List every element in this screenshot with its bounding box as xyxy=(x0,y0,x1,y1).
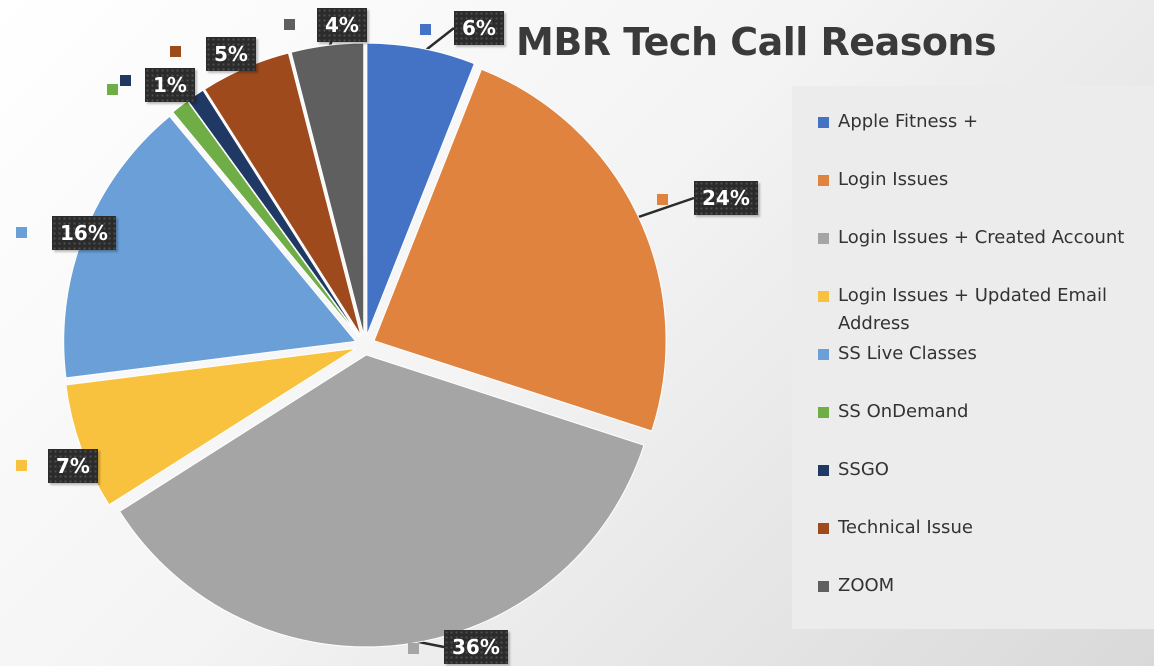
data-label-zoom: 4% xyxy=(317,8,367,42)
data-label-apple-fitness: 6% xyxy=(454,11,504,45)
label-key-login-issues xyxy=(657,194,668,205)
slice-zoom xyxy=(290,42,365,336)
data-label-ssgo: 1% xyxy=(145,68,195,102)
label-key-technical-issue xyxy=(170,46,181,57)
legend: Apple Fitness + Login Issues Login Issues … xyxy=(792,86,1154,629)
label-key-apple-fitness xyxy=(420,24,431,35)
data-label-technical-issue: 5% xyxy=(206,37,256,71)
legend-swatch xyxy=(818,117,829,128)
legend-swatch xyxy=(818,349,829,360)
legend-label: Login Issues + Updated Email Address xyxy=(838,285,1108,334)
legend-swatch xyxy=(818,523,829,534)
label-key-login-issues-updated-email-address xyxy=(16,460,27,471)
legend-swatch xyxy=(818,465,829,476)
legend-label: SS Live Classes xyxy=(838,343,977,364)
legend-label: SS OnDemand xyxy=(838,401,969,422)
slice-login-issues-created-account xyxy=(119,354,645,648)
legend-swatch xyxy=(818,291,829,302)
data-label-ss-live-classes: 16% xyxy=(52,216,116,250)
legend-swatch xyxy=(818,581,829,592)
legend-swatch xyxy=(818,233,829,244)
label-key-login-issues-created-account xyxy=(408,643,419,654)
slice-login-issues xyxy=(373,68,667,432)
legend-label: Technical Issue xyxy=(838,517,973,538)
leader-line-login-issues xyxy=(632,196,695,221)
legend-swatch xyxy=(818,175,829,186)
label-key-zoom xyxy=(284,19,295,30)
data-label-login-issues-updated-email-address: 7% xyxy=(48,449,98,483)
data-label-login-issues: 24% xyxy=(694,181,758,215)
slice-login-issues-updated-email-address xyxy=(65,347,356,506)
label-key-ss-live-classes xyxy=(16,227,27,238)
legend-label: ZOOM xyxy=(838,575,895,596)
legend-swatch xyxy=(818,407,829,418)
chart-title: MBR Tech Call Reasons xyxy=(516,20,997,64)
legend-label: Login Issues xyxy=(838,169,949,190)
data-label-login-issues-created-account: 36% xyxy=(444,630,508,664)
legend-label: Apple Fitness + xyxy=(838,111,979,132)
legend-label: Login Issues + Created Account xyxy=(838,227,1125,248)
label-key-ss-ondemand xyxy=(107,84,118,95)
legend-label: SSGO xyxy=(838,459,889,480)
label-key-ssgo xyxy=(120,75,131,86)
slice-apple-fitness xyxy=(366,42,476,336)
